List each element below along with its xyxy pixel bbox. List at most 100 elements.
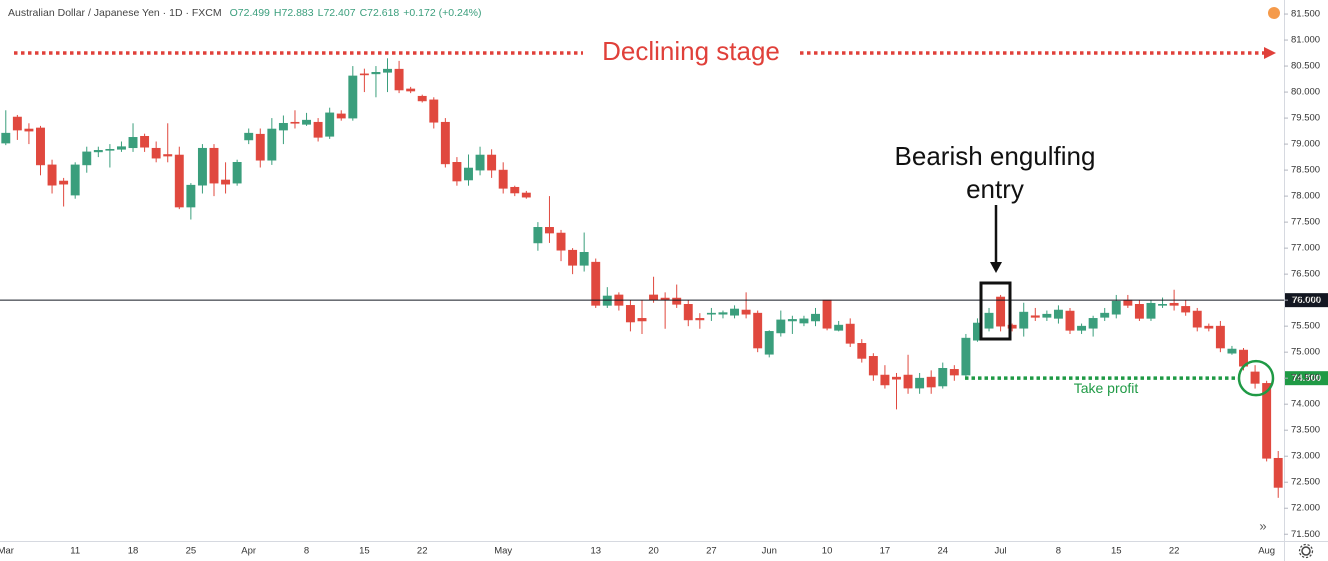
candle-body bbox=[1134, 304, 1144, 319]
candle-body bbox=[649, 294, 659, 301]
target-label: 74.500 bbox=[1292, 373, 1321, 384]
candle-body bbox=[313, 121, 323, 138]
candle-body bbox=[1227, 348, 1237, 354]
x-tick-label: 27 bbox=[706, 546, 717, 557]
y-tick-label: 76.500 bbox=[1291, 269, 1320, 280]
candle-body bbox=[1, 132, 11, 144]
candle-body bbox=[383, 68, 392, 73]
price-label-box bbox=[1285, 293, 1328, 308]
candle-body bbox=[533, 227, 543, 244]
candle-body bbox=[1042, 313, 1052, 318]
candle-body bbox=[209, 147, 219, 184]
candle-body bbox=[302, 119, 312, 125]
candle-body bbox=[706, 312, 716, 315]
candle-body bbox=[487, 154, 497, 171]
candle-body bbox=[105, 148, 115, 151]
y-tick-label: 79.000 bbox=[1291, 139, 1320, 150]
overlay: 76.000 Take profit 74.500 Declining stage Be… bbox=[0, 36, 1328, 397]
y-tick-label: 81.000 bbox=[1291, 35, 1320, 46]
x-tick-label: 22 bbox=[1169, 546, 1180, 557]
candle-body bbox=[695, 318, 705, 321]
y-tick-label: 80.500 bbox=[1291, 61, 1320, 72]
candle-body bbox=[672, 297, 682, 305]
candle-body bbox=[984, 312, 994, 329]
alert-icon[interactable] bbox=[1268, 7, 1280, 19]
candle-body bbox=[1053, 309, 1063, 319]
candle-body bbox=[568, 249, 578, 266]
candle-body bbox=[325, 112, 335, 137]
candle-body bbox=[232, 162, 242, 184]
y-tick-label: 77.000 bbox=[1291, 243, 1320, 254]
y-tick-label: 75.500 bbox=[1291, 321, 1320, 332]
candle-body bbox=[1273, 457, 1283, 488]
candle-body bbox=[417, 95, 427, 102]
candle-body bbox=[24, 128, 34, 132]
candle-body bbox=[1181, 306, 1191, 313]
candle-body bbox=[1262, 383, 1272, 459]
candle-body bbox=[579, 251, 589, 266]
entry-box bbox=[979, 281, 1012, 341]
x-tick-label: 20 bbox=[648, 546, 659, 557]
y-tick-label: 77.500 bbox=[1291, 217, 1320, 228]
candle-body bbox=[961, 337, 971, 376]
x-tick-label: 18 bbox=[128, 546, 139, 557]
candle-body bbox=[348, 75, 358, 119]
candle-body bbox=[1065, 310, 1075, 331]
candle-body bbox=[336, 113, 346, 119]
y-tick-label: 76.000 bbox=[1291, 295, 1320, 306]
settings-icon[interactable] bbox=[1298, 543, 1314, 559]
candle-body bbox=[591, 261, 601, 306]
y-tick-label: 79.500 bbox=[1291, 113, 1320, 124]
candle-body bbox=[290, 121, 300, 124]
scroll-button[interactable]: » bbox=[1259, 518, 1266, 533]
candle-body bbox=[637, 318, 647, 322]
candle-body bbox=[683, 304, 693, 321]
x-tick-label: 13 bbox=[590, 546, 601, 557]
candle-body bbox=[1030, 315, 1040, 318]
x-tick-label: Mar bbox=[0, 546, 14, 557]
candle-body bbox=[1019, 311, 1029, 329]
x-tick-label: 24 bbox=[937, 546, 948, 557]
x-tick-label: 22 bbox=[417, 546, 428, 557]
candle-body bbox=[811, 313, 820, 322]
x-tick-label: 11 bbox=[70, 546, 80, 557]
candle-body bbox=[544, 227, 554, 234]
entry-arrow-head bbox=[990, 262, 1002, 273]
x-tick-label: 17 bbox=[880, 546, 891, 557]
x-tick-label: May bbox=[494, 546, 512, 557]
x-tick-label: 25 bbox=[186, 546, 197, 557]
candle-body bbox=[915, 377, 925, 389]
candle-body bbox=[394, 68, 404, 91]
candle-body bbox=[59, 180, 69, 185]
candle-body bbox=[1250, 371, 1260, 384]
take-profit-label: Take profit bbox=[1074, 380, 1139, 396]
symbol: Australian Dollar / Japanese Yen · 1D · … bbox=[8, 7, 222, 19]
candle-body bbox=[475, 154, 485, 171]
candle-body bbox=[406, 88, 416, 92]
candle-body bbox=[949, 369, 959, 376]
entry-label-line2: entry bbox=[966, 174, 1024, 204]
candle-body bbox=[116, 146, 126, 150]
candle-body bbox=[880, 374, 890, 386]
candle-body bbox=[510, 186, 520, 194]
candle-body bbox=[753, 312, 763, 349]
candle-body bbox=[926, 376, 936, 388]
y-tick-label: 72.000 bbox=[1291, 503, 1320, 514]
candle-body bbox=[498, 169, 508, 189]
candle-body bbox=[1007, 324, 1017, 329]
candle-body bbox=[70, 164, 80, 196]
y-tick-label: 74.500 bbox=[1291, 373, 1320, 384]
candle-body bbox=[521, 192, 531, 198]
candle-body bbox=[1111, 300, 1121, 315]
candle-body bbox=[1169, 302, 1179, 306]
candle-body bbox=[1192, 310, 1202, 328]
candle-body bbox=[556, 232, 566, 251]
candle-body bbox=[255, 133, 265, 161]
candle-body bbox=[845, 323, 855, 344]
take-profit-circle bbox=[1237, 359, 1275, 397]
x-tick-label: 15 bbox=[1111, 546, 1122, 557]
candle-body bbox=[36, 127, 45, 166]
close-value: C72.618 bbox=[360, 7, 400, 19]
candle-body bbox=[602, 295, 612, 306]
candle-body bbox=[787, 319, 797, 322]
